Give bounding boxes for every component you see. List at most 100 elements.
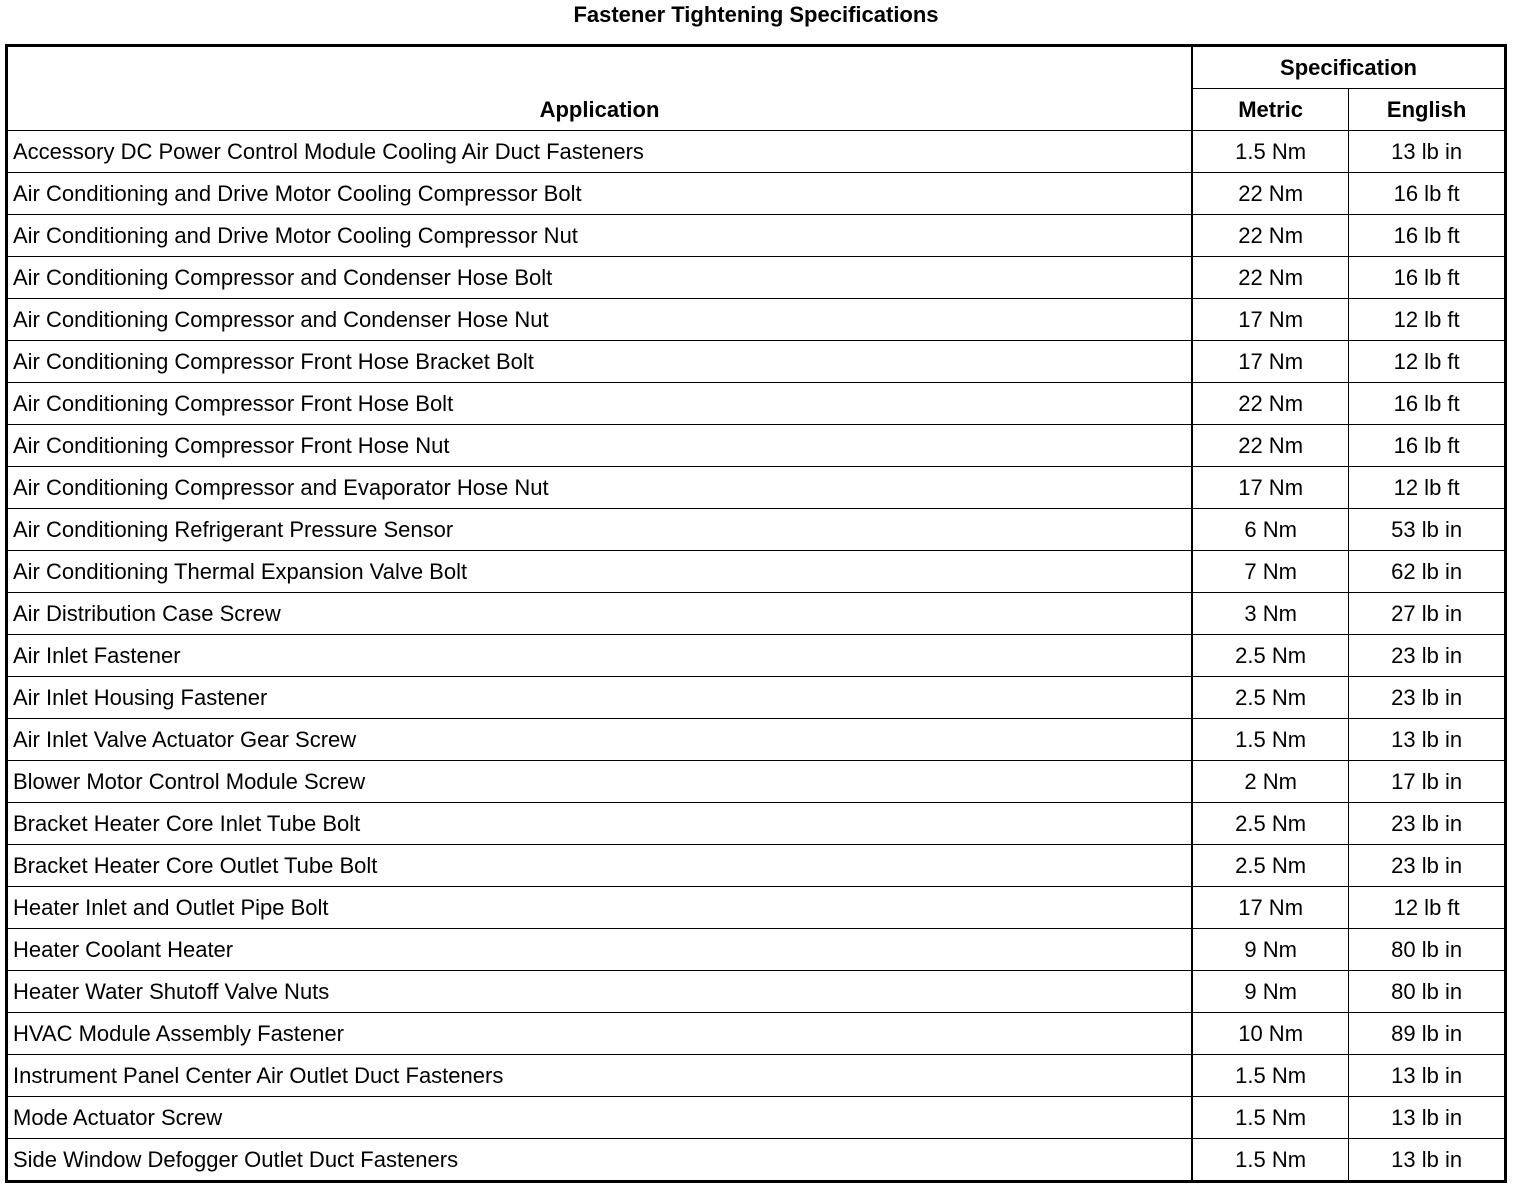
cell-application: Air Conditioning and Drive Motor Cooling… [6, 214, 1193, 257]
table-row: Air Conditioning Thermal Expansion Valve… [6, 550, 1506, 593]
cell-metric: 2.5 Nm [1191, 844, 1350, 887]
table-row: Air Conditioning and Drive Motor Cooling… [6, 214, 1506, 257]
cell-english: 13 lb in [1348, 130, 1506, 173]
cell-english: 13 lb in [1348, 1138, 1506, 1182]
cell-application: Air Inlet Fastener [6, 634, 1193, 677]
cell-english: 13 lb in [1348, 718, 1506, 761]
cell-metric: 1.5 Nm [1191, 1054, 1350, 1097]
cell-metric: 17 Nm [1191, 298, 1350, 341]
subheader-row: Metric English [7, 88, 1506, 131]
cell-metric: 9 Nm [1191, 928, 1350, 971]
cell-metric: 17 Nm [1191, 886, 1350, 929]
cell-english: 16 lb ft [1348, 424, 1506, 467]
header-application: Application [6, 45, 1193, 131]
header-specification: Specification [1191, 45, 1506, 89]
cell-metric: 2.5 Nm [1191, 676, 1350, 719]
table-row: Heater Inlet and Outlet Pipe Bolt 17 Nm 12… [6, 886, 1506, 929]
table-row: Bracket Heater Core Outlet Tube Bolt 2.5 … [6, 844, 1506, 887]
cell-application: Air Conditioning Compressor Front Hose B… [6, 382, 1193, 425]
table-row: Air Conditioning Compressor Front Hose B… [6, 382, 1506, 425]
cell-application: Accessory DC Power Control Module Coolin… [6, 130, 1193, 173]
cell-application: Air Conditioning Compressor and Evaporat… [6, 466, 1193, 509]
table-row: Air Inlet Housing Fastener 2.5 Nm 23 lb in [6, 676, 1506, 719]
cell-application: Heater Coolant Heater [6, 928, 1193, 971]
table-row: Air Conditioning Compressor and Evaporat… [6, 466, 1506, 509]
cell-application: Air Distribution Case Screw [6, 592, 1193, 635]
table-row: Air Inlet Fastener 2.5 Nm 23 lb in [6, 634, 1506, 677]
table-body: Accessory DC Power Control Module Coolin… [6, 130, 1506, 1182]
cell-application: Air Conditioning and Drive Motor Cooling… [6, 172, 1193, 215]
cell-metric: 22 Nm [1191, 424, 1350, 467]
cell-metric: 17 Nm [1191, 340, 1350, 383]
cell-english: 12 lb ft [1348, 886, 1506, 929]
cell-metric: 22 Nm [1191, 214, 1350, 257]
cell-english: 23 lb in [1348, 802, 1506, 845]
table-row: Air Conditioning Compressor and Condense… [6, 298, 1506, 341]
cell-english: 16 lb ft [1348, 172, 1506, 215]
cell-english: 23 lb in [1348, 676, 1506, 719]
cell-english: 12 lb ft [1348, 340, 1506, 383]
header-row: Application Specification [6, 45, 1506, 131]
table-row: HVAC Module Assembly Fastener 10 Nm 89 lb … [6, 1012, 1506, 1055]
table-row: Instrument Panel Center Air Outlet Duct … [6, 1054, 1506, 1097]
cell-application: Blower Motor Control Module Screw [6, 760, 1193, 803]
cell-english: 27 lb in [1348, 592, 1506, 635]
table-row: Side Window Defogger Outlet Duct Fastene… [6, 1138, 1506, 1182]
table-row: Air Conditioning and Drive Motor Cooling… [6, 172, 1506, 215]
cell-metric: 2.5 Nm [1191, 634, 1350, 677]
cell-english: 13 lb in [1348, 1054, 1506, 1097]
header-english: English [1348, 88, 1506, 131]
cell-english: 89 lb in [1348, 1012, 1506, 1055]
table-row: Heater Coolant Heater 9 Nm 80 lb in [6, 928, 1506, 971]
document-title: Fastener Tightening Specifications [573, 2, 939, 27]
cell-application: Side Window Defogger Outlet Duct Fastene… [6, 1138, 1193, 1182]
cell-application: Bracket Heater Core Outlet Tube Bolt [6, 844, 1193, 887]
table-row: Air Distribution Case Screw 3 Nm 27 lb in [6, 592, 1506, 635]
cell-english: 80 lb in [1348, 928, 1506, 971]
cell-application: Air Inlet Valve Actuator Gear Screw [6, 718, 1193, 761]
cell-english: 23 lb in [1348, 844, 1506, 887]
cell-metric: 22 Nm [1191, 172, 1350, 215]
cell-metric: 2.5 Nm [1191, 802, 1350, 845]
cell-metric: 1.5 Nm [1191, 1138, 1350, 1182]
cell-english: 16 lb ft [1348, 256, 1506, 299]
cell-application: Mode Actuator Screw [6, 1096, 1193, 1139]
table-row: Air Conditioning Compressor and Condense… [6, 256, 1506, 299]
cell-application: Air Conditioning Compressor and Condense… [6, 256, 1193, 299]
cell-english: 62 lb in [1348, 550, 1506, 593]
cell-metric: 2 Nm [1191, 760, 1350, 803]
cell-metric: 1.5 Nm [1191, 718, 1350, 761]
cell-application: Air Conditioning Thermal Expansion Valve… [6, 550, 1193, 593]
cell-english: 17 lb in [1348, 760, 1506, 803]
table-row: Air Inlet Valve Actuator Gear Screw 1.5 N… [6, 718, 1506, 761]
cell-application: Instrument Panel Center Air Outlet Duct … [6, 1054, 1193, 1097]
cell-application: Air Conditioning Compressor Front Hose B… [6, 340, 1193, 383]
cell-application: Air Conditioning Compressor and Condense… [6, 298, 1193, 341]
cell-english: 12 lb ft [1348, 298, 1506, 341]
table-row: Blower Motor Control Module Screw 2 Nm 17 … [6, 760, 1506, 803]
cell-application: Heater Water Shutoff Valve Nuts [6, 970, 1193, 1013]
cell-metric: 1.5 Nm [1191, 1096, 1350, 1139]
cell-metric: 17 Nm [1191, 466, 1350, 509]
cell-metric: 7 Nm [1191, 550, 1350, 593]
cell-metric: 3 Nm [1191, 592, 1350, 635]
cell-application: Bracket Heater Core Inlet Tube Bolt [6, 802, 1193, 845]
table-row: Air Conditioning Compressor Front Hose B… [6, 340, 1506, 383]
cell-english: 53 lb in [1348, 508, 1506, 551]
table-row: Bracket Heater Core Inlet Tube Bolt 2.5 N… [6, 802, 1506, 845]
cell-english: 13 lb in [1348, 1096, 1506, 1139]
cell-metric: 9 Nm [1191, 970, 1350, 1013]
fastener-spec-table: Application Specification Metric English… [5, 44, 1507, 1183]
cell-english: 23 lb in [1348, 634, 1506, 677]
cell-application: Air Conditioning Refrigerant Pressure Se… [6, 508, 1193, 551]
cell-application: Heater Inlet and Outlet Pipe Bolt [6, 886, 1193, 929]
table-row: Accessory DC Power Control Module Coolin… [6, 130, 1506, 173]
cell-english: 80 lb in [1348, 970, 1506, 1013]
cell-application: Air Conditioning Compressor Front Hose N… [6, 424, 1193, 467]
cell-english: 16 lb ft [1348, 382, 1506, 425]
cell-metric: 6 Nm [1191, 508, 1350, 551]
cell-english: 16 lb ft [1348, 214, 1506, 257]
table-row: Heater Water Shutoff Valve Nuts 9 Nm 80 lb… [6, 970, 1506, 1013]
header-metric: Metric [1191, 88, 1350, 131]
cell-metric: 1.5 Nm [1191, 130, 1350, 173]
